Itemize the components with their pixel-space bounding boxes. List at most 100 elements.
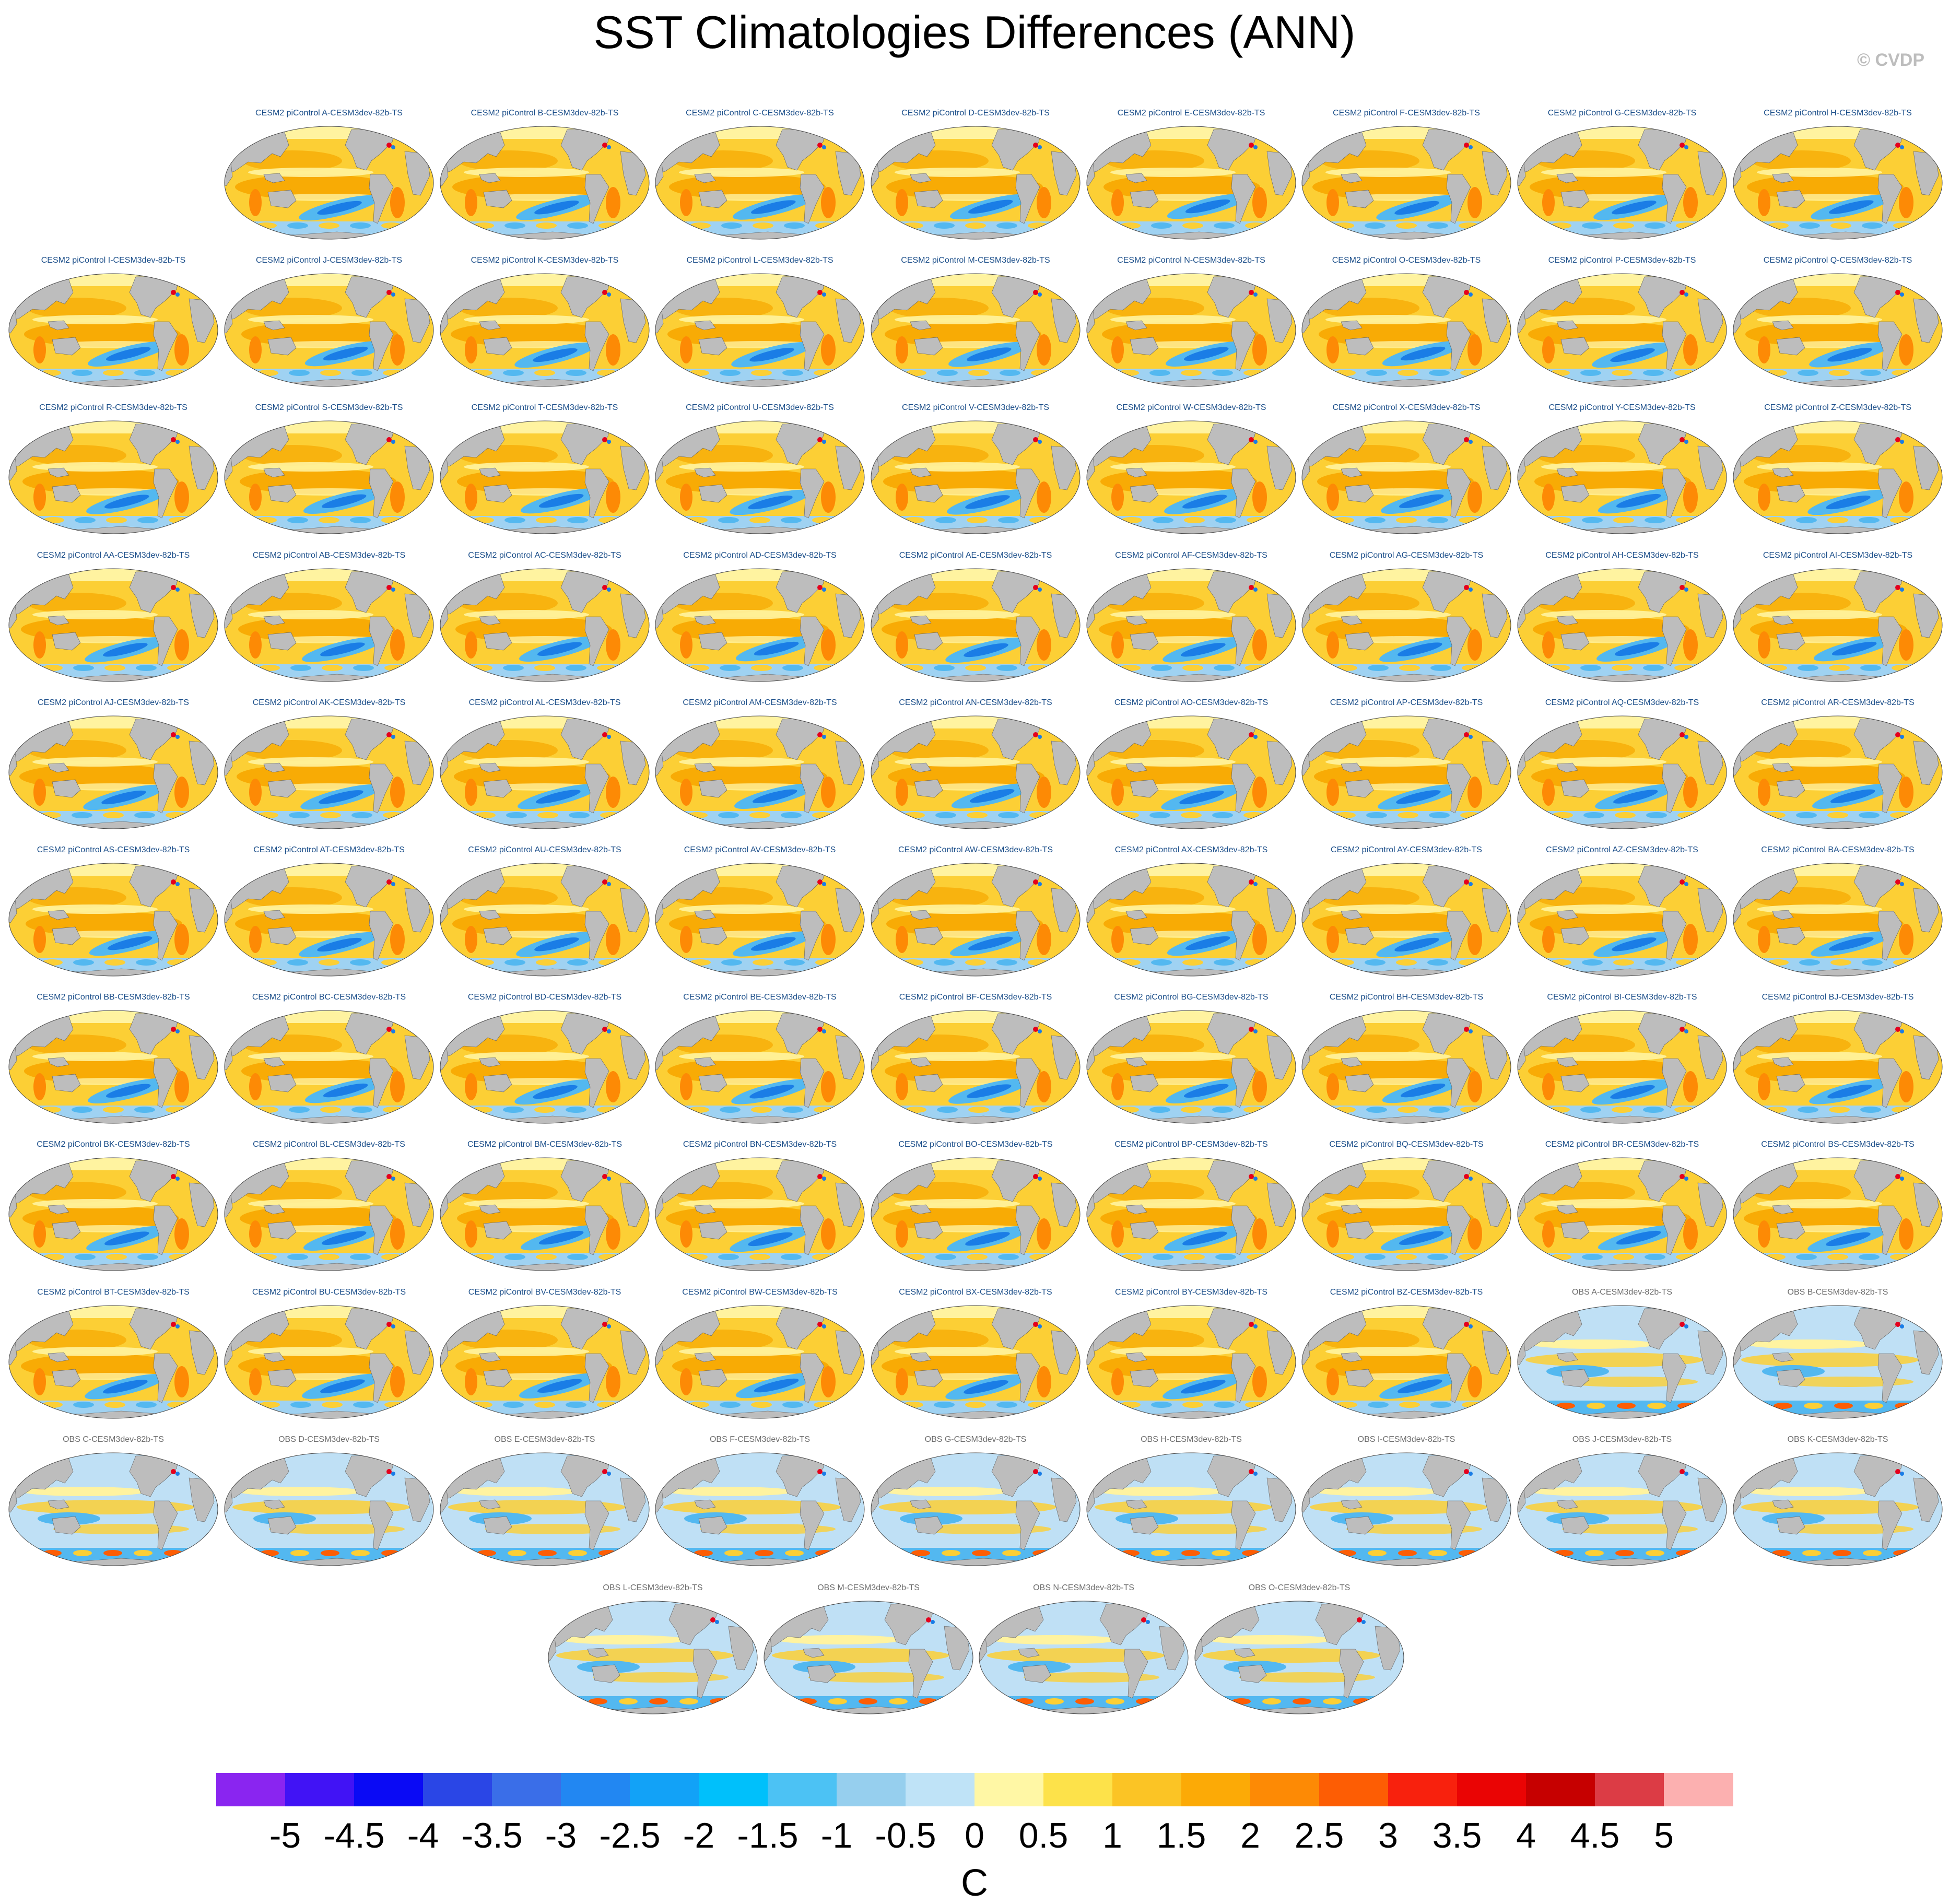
map-panel: CESM2 piControl AR-CESM3dev-82b-TS (1731, 698, 1945, 834)
sst-difference-map (655, 568, 865, 682)
map-panel: CESM2 piControl W-CESM3dev-82b-TS (1084, 403, 1298, 539)
sst-difference-map (1517, 273, 1727, 387)
colorbar-boxes (216, 1773, 1733, 1806)
map-panel-title: CESM2 piControl C-CESM3dev-82b-TS (686, 109, 834, 117)
map-panel: CESM2 piControl AL-CESM3dev-82b-TS (438, 698, 652, 834)
map-panel-title: OBS D-CESM3dev-82b-TS (278, 1435, 380, 1444)
map-panel: CESM2 piControl S-CESM3dev-82b-TS (222, 403, 436, 539)
map-panel: OBS I-CESM3dev-82b-TS (1299, 1435, 1513, 1571)
map-panel-title: OBS C-CESM3dev-82b-TS (63, 1435, 164, 1444)
map-panel-title: CESM2 piControl AC-CESM3dev-82b-TS (468, 551, 621, 560)
map-panel: CESM2 piControl E-CESM3dev-82b-TS (1084, 109, 1298, 244)
map-panel: CESM2 piControl BQ-CESM3dev-82b-TS (1299, 1140, 1513, 1276)
map-panel-title: CESM2 piControl AB-CESM3dev-82b-TS (252, 551, 406, 560)
sst-difference-map (1517, 715, 1727, 829)
map-panel-title: CESM2 piControl G-CESM3dev-82b-TS (1547, 109, 1697, 117)
sst-difference-map (871, 863, 1081, 977)
map-panel-title: CESM2 piControl BY-CESM3dev-82b-TS (1115, 1288, 1267, 1297)
map-panel-title: OBS B-CESM3dev-82b-TS (1787, 1288, 1888, 1297)
sst-difference-map (440, 1452, 650, 1566)
map-panel-title: CESM2 piControl AU-CESM3dev-82b-TS (468, 845, 621, 854)
map-panel-title: CESM2 piControl BT-CESM3dev-82b-TS (37, 1288, 190, 1297)
map-panel: CESM2 piControl BT-CESM3dev-82b-TS (6, 1288, 220, 1424)
colorbar-tick-label: -4.5 (323, 1816, 384, 1855)
map-panel: CESM2 piControl L-CESM3dev-82b-TS (653, 256, 867, 392)
sst-difference-map (1517, 1010, 1727, 1124)
sst-difference-map (1517, 863, 1727, 977)
colorbar-box (1595, 1773, 1664, 1806)
sst-difference-map (1086, 1010, 1296, 1124)
map-panel: OBS E-CESM3dev-82b-TS (438, 1435, 652, 1571)
sst-difference-map (8, 1010, 218, 1124)
sst-difference-map (1733, 863, 1943, 977)
map-panel-title: CESM2 piControl BW-CESM3dev-82b-TS (682, 1288, 838, 1297)
map-panel: CESM2 piControl Q-CESM3dev-82b-TS (1731, 256, 1945, 392)
map-panel: OBS K-CESM3dev-82b-TS (1731, 1435, 1945, 1571)
colorbar-box (699, 1773, 768, 1806)
map-panel-title: OBS O-CESM3dev-82b-TS (1248, 1583, 1351, 1592)
map-panel: CESM2 piControl J-CESM3dev-82b-TS (222, 256, 436, 392)
colorbar-box (906, 1773, 975, 1806)
sst-difference-map (224, 273, 434, 387)
sst-difference-map (440, 420, 650, 534)
sst-difference-map (224, 420, 434, 534)
sst-difference-map (1086, 273, 1296, 387)
sst-difference-map (8, 420, 218, 534)
sst-difference-map (548, 1601, 758, 1714)
map-panel-title: CESM2 piControl T-CESM3dev-82b-TS (471, 403, 618, 412)
map-panel-title: CESM2 piControl AW-CESM3dev-82b-TS (898, 845, 1053, 854)
colorbar-box (1457, 1773, 1527, 1806)
map-panel-title: CESM2 piControl AR-CESM3dev-82b-TS (1761, 698, 1915, 707)
map-panel: CESM2 piControl F-CESM3dev-82b-TS (1299, 109, 1513, 244)
map-panel-title: OBS N-CESM3dev-82b-TS (1033, 1583, 1134, 1592)
sst-difference-map (440, 568, 650, 682)
map-panel-title: CESM2 piControl BU-CESM3dev-82b-TS (252, 1288, 406, 1297)
map-panel-title: CESM2 piControl AH-CESM3dev-82b-TS (1545, 551, 1699, 560)
map-panel: OBS A-CESM3dev-82b-TS (1515, 1288, 1729, 1424)
colorbar-tick-label: 1 (1102, 1816, 1122, 1855)
sst-difference-map (871, 1010, 1081, 1124)
map-panel: CESM2 piControl AV-CESM3dev-82b-TS (653, 845, 867, 981)
sst-difference-map (1301, 568, 1511, 682)
map-panel-title: CESM2 piControl AT-CESM3dev-82b-TS (253, 845, 405, 854)
map-panel: OBS D-CESM3dev-82b-TS (222, 1435, 436, 1571)
sst-difference-map (224, 126, 434, 240)
sst-difference-map (1733, 1157, 1943, 1271)
map-panel: CESM2 piControl U-CESM3dev-82b-TS (653, 403, 867, 539)
sst-difference-map (871, 568, 1081, 682)
sst-difference-map (764, 1601, 973, 1714)
sst-difference-map (871, 420, 1081, 534)
map-panel: CESM2 piControl BV-CESM3dev-82b-TS (438, 1288, 652, 1424)
map-panel-title: CESM2 piControl AN-CESM3dev-82b-TS (899, 698, 1052, 707)
map-panel: CESM2 piControl BD-CESM3dev-82b-TS (438, 993, 652, 1129)
map-panel: CESM2 piControl BX-CESM3dev-82b-TS (868, 1288, 1083, 1424)
sst-difference-map (1517, 420, 1727, 534)
sst-difference-map (1194, 1601, 1404, 1714)
map-panel: CESM2 piControl BA-CESM3dev-82b-TS (1731, 845, 1945, 981)
sst-difference-map (1517, 1452, 1727, 1566)
map-panel-title: CESM2 piControl BS-CESM3dev-82b-TS (1761, 1140, 1915, 1149)
map-panel-title: CESM2 piControl AP-CESM3dev-82b-TS (1330, 698, 1483, 707)
map-panel-title: CESM2 piControl AF-CESM3dev-82b-TS (1115, 551, 1267, 560)
map-panel: OBS F-CESM3dev-82b-TS (653, 1435, 867, 1571)
map-panel-title: CESM2 piControl BR-CESM3dev-82b-TS (1545, 1140, 1699, 1149)
colorbar-box (768, 1773, 837, 1806)
colorbar-box (423, 1773, 492, 1806)
map-panel-title: CESM2 piControl Y-CESM3dev-82b-TS (1548, 403, 1696, 412)
sst-difference-map (224, 568, 434, 682)
map-panel-title: CESM2 piControl O-CESM3dev-82b-TS (1332, 256, 1481, 265)
map-panel: OBS J-CESM3dev-82b-TS (1515, 1435, 1729, 1571)
map-panel: CESM2 piControl N-CESM3dev-82b-TS (1084, 256, 1298, 392)
map-panel: CESM2 piControl AM-CESM3dev-82b-TS (653, 698, 867, 834)
map-panel-title: OBS H-CESM3dev-82b-TS (1141, 1435, 1242, 1444)
map-panel: CESM2 piControl AW-CESM3dev-82b-TS (868, 845, 1083, 981)
sst-difference-map (1517, 1157, 1727, 1271)
map-panel: CESM2 piControl BB-CESM3dev-82b-TS (6, 993, 220, 1129)
map-panel: OBS H-CESM3dev-82b-TS (1084, 1435, 1298, 1571)
sst-difference-map (655, 1452, 865, 1566)
sst-difference-map (1733, 1305, 1943, 1419)
map-panel-title: CESM2 piControl BX-CESM3dev-82b-TS (899, 1288, 1052, 1297)
map-panel-title: CESM2 piControl BV-CESM3dev-82b-TS (468, 1288, 621, 1297)
map-panel: CESM2 piControl X-CESM3dev-82b-TS (1299, 403, 1513, 539)
map-panel-title: CESM2 piControl S-CESM3dev-82b-TS (255, 403, 403, 412)
